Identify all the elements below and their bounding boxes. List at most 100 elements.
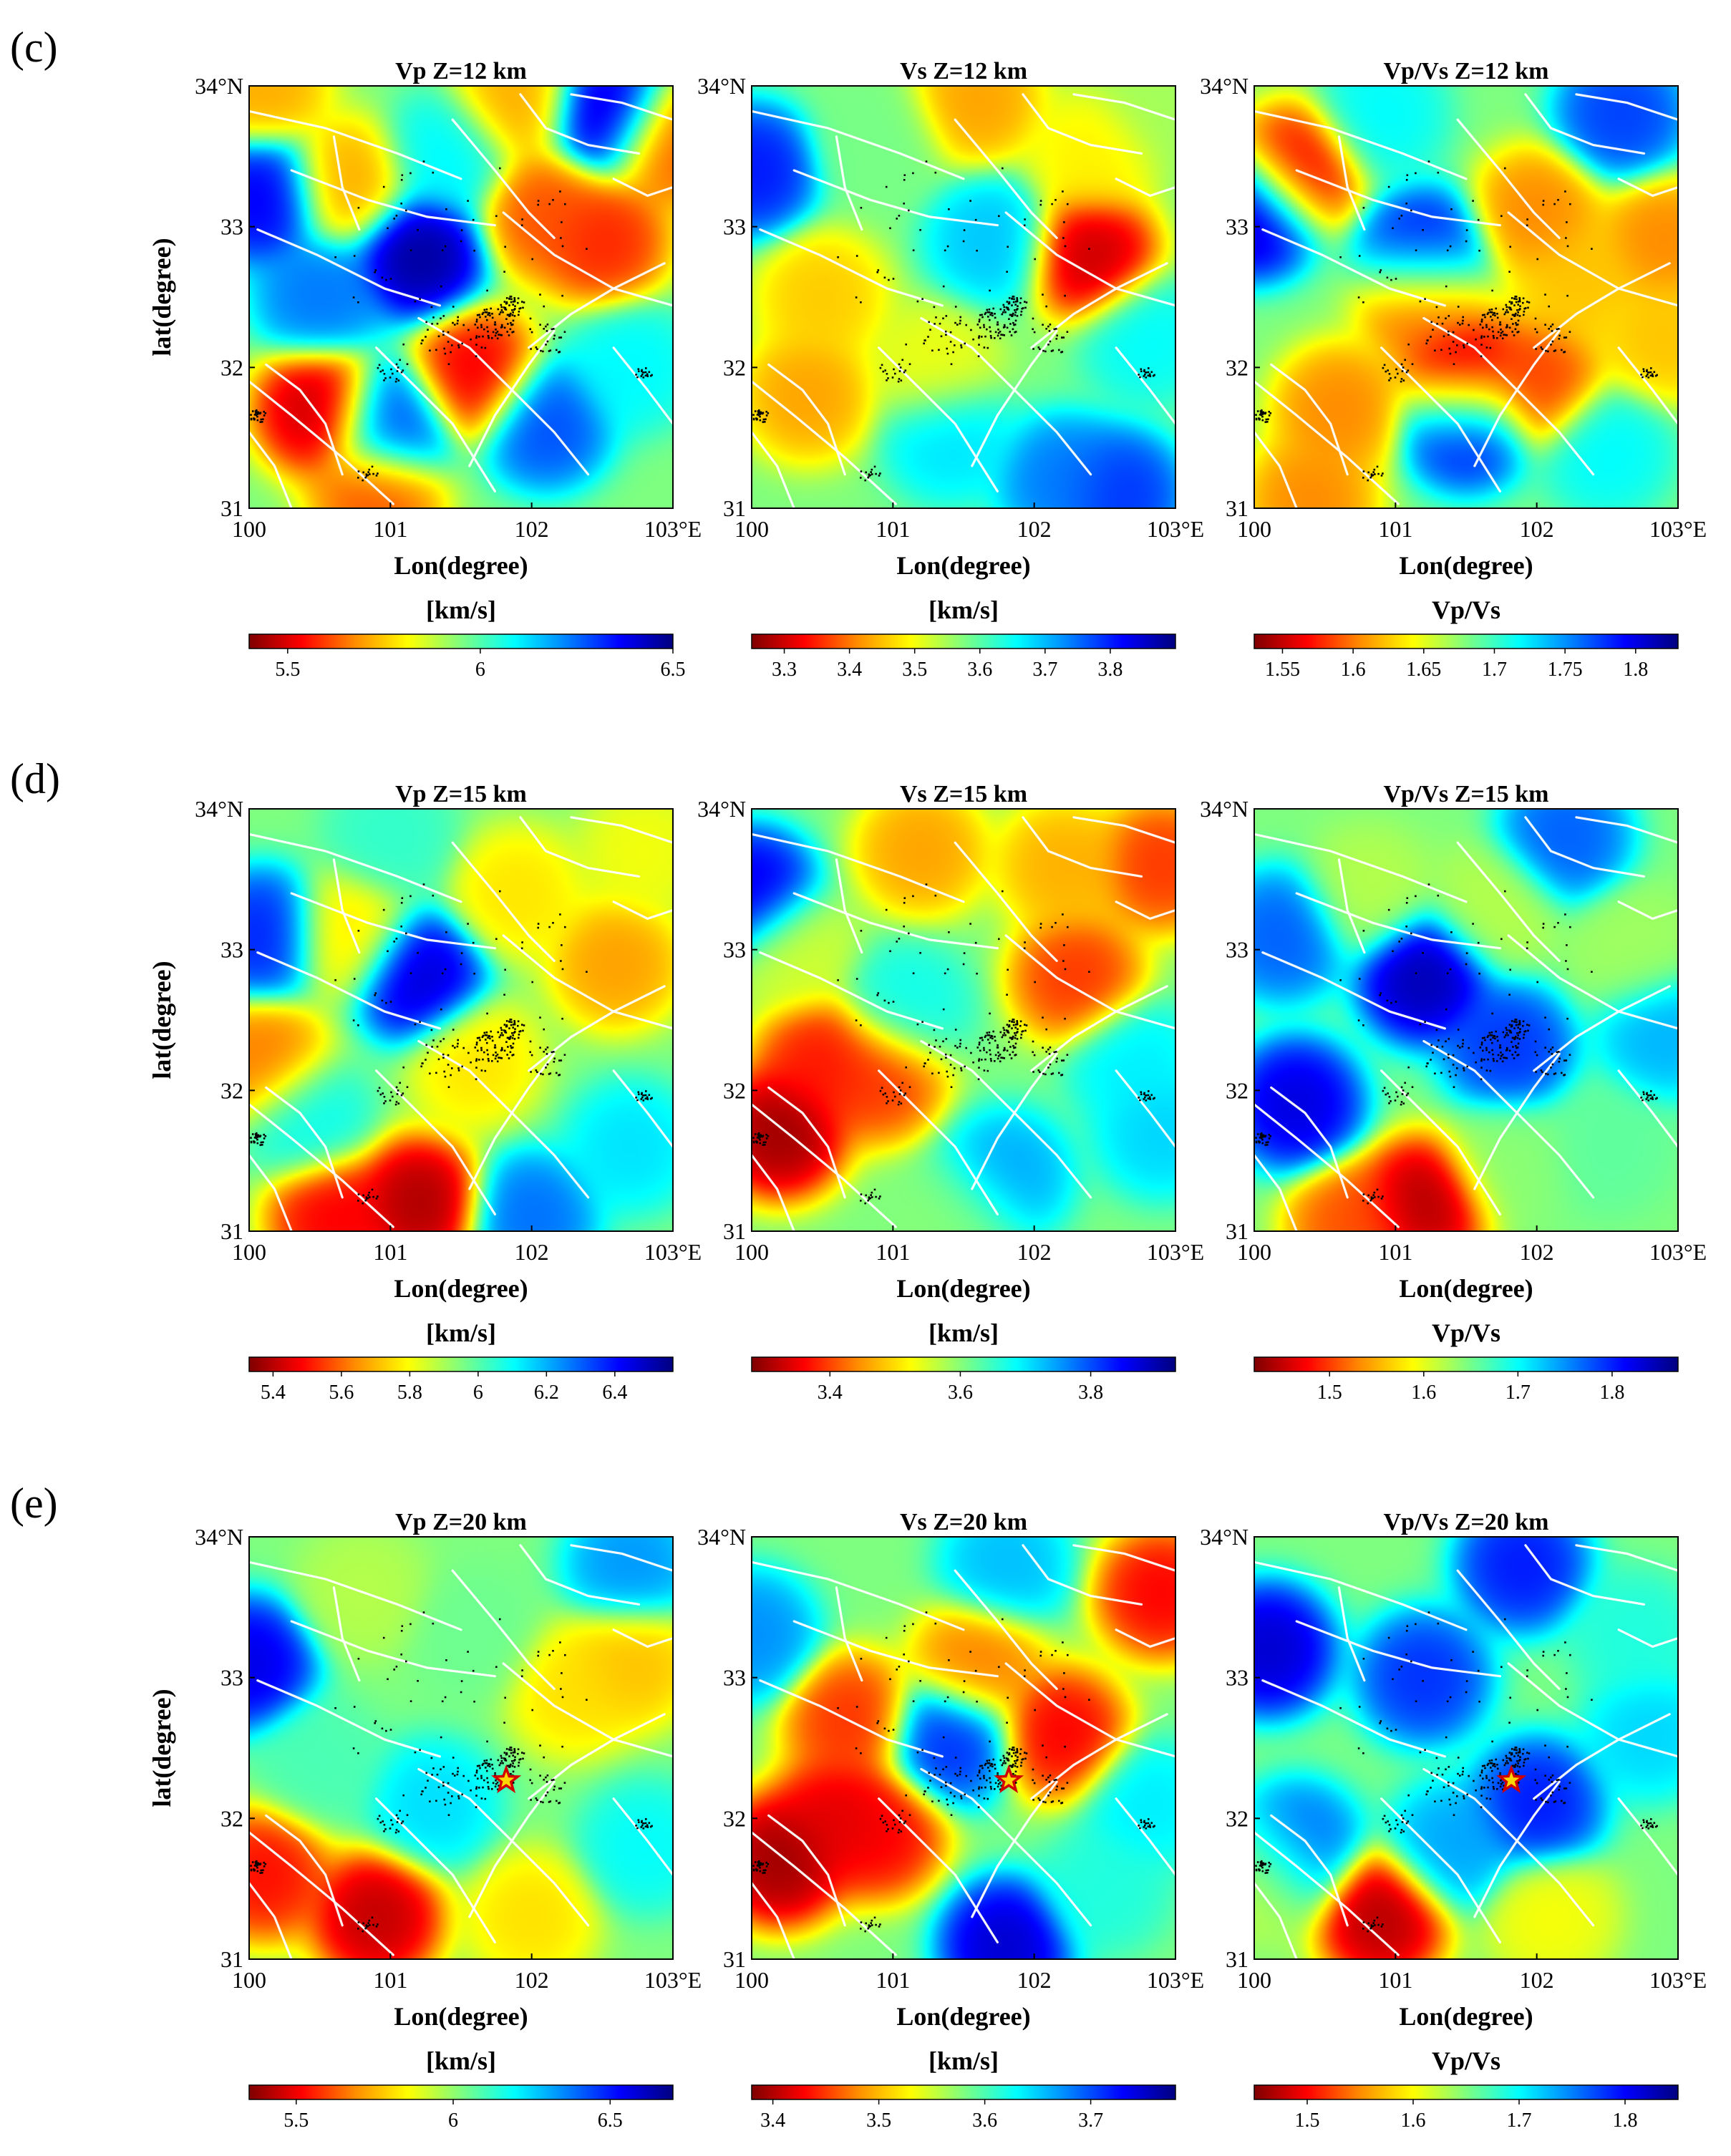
y-tick-label: 32 xyxy=(1226,354,1248,380)
event-dot xyxy=(889,227,891,230)
y-tick-label: 31 xyxy=(220,495,243,521)
event-dot xyxy=(395,1666,398,1668)
event-dot xyxy=(389,1001,392,1003)
event-dot xyxy=(499,334,502,336)
event-dot xyxy=(1032,348,1034,350)
fault-line xyxy=(332,858,361,954)
event-dot xyxy=(1042,1016,1044,1019)
event-dot xyxy=(1387,908,1390,911)
y-tick-label: 32 xyxy=(220,1077,243,1103)
event-dot xyxy=(549,349,552,351)
event-dot xyxy=(457,1069,460,1072)
event-dot xyxy=(1526,1752,1528,1754)
event-dot xyxy=(927,336,929,338)
event-dot xyxy=(1008,297,1011,299)
event-dot xyxy=(364,476,367,479)
event-dot xyxy=(1014,1047,1017,1049)
event-dot xyxy=(1566,1672,1568,1674)
event-dot xyxy=(1491,1041,1493,1044)
event-dot xyxy=(949,1054,952,1057)
event-dot xyxy=(367,1925,369,1928)
event-dot xyxy=(887,1828,889,1830)
event-dot xyxy=(997,332,1000,334)
event-dot xyxy=(1263,412,1265,414)
event-dot xyxy=(1508,306,1511,309)
event-dot xyxy=(1511,1752,1513,1754)
event-dot xyxy=(474,1047,477,1049)
fault-line xyxy=(519,1544,641,1606)
event-dot xyxy=(978,336,980,339)
event-dot xyxy=(1020,1036,1022,1039)
plot-frame xyxy=(1254,808,1679,1232)
event-dot xyxy=(432,316,435,319)
event-dot xyxy=(1558,1779,1560,1781)
event-dot xyxy=(451,1067,453,1069)
event-dot xyxy=(1566,294,1568,297)
event-dot xyxy=(1012,1772,1014,1775)
event-dot xyxy=(467,1779,470,1782)
event-dot xyxy=(475,1044,478,1046)
event-dot xyxy=(512,304,514,306)
event-dot xyxy=(452,306,455,308)
event-dot xyxy=(990,1059,992,1062)
event-dot xyxy=(970,1779,972,1782)
event-dot xyxy=(1032,317,1034,320)
event-dot xyxy=(1424,298,1426,300)
event-dot xyxy=(997,321,999,324)
event-dot xyxy=(1143,1820,1145,1822)
event-dot xyxy=(539,1016,541,1019)
event-dot xyxy=(1261,409,1263,412)
event-dot xyxy=(946,1803,949,1806)
panel-title: Vp/Vs Z=12 km xyxy=(1384,58,1549,84)
event-dot xyxy=(422,160,425,162)
event-dot xyxy=(460,229,463,231)
event-dot xyxy=(757,1865,760,1868)
event-dot xyxy=(1049,1063,1052,1066)
event-dot xyxy=(1510,309,1513,311)
event-dot xyxy=(864,1930,866,1933)
event-dot xyxy=(871,1919,873,1922)
event-dot xyxy=(1014,319,1017,322)
event-dot xyxy=(1148,1818,1150,1820)
fault-line xyxy=(1295,892,1501,950)
event-dot xyxy=(1505,1034,1507,1036)
fault-line xyxy=(1022,1544,1143,1606)
event-dot xyxy=(1465,1680,1468,1682)
event-dot xyxy=(1500,1666,1503,1669)
event-dot xyxy=(392,1823,394,1826)
event-dot xyxy=(1039,200,1042,202)
event-dot xyxy=(452,321,454,324)
event-dot xyxy=(1466,1065,1468,1068)
event-dot xyxy=(485,1762,488,1764)
event-dot xyxy=(952,1074,954,1077)
event-dot xyxy=(1010,1764,1013,1767)
event-dot xyxy=(989,1781,991,1784)
event-dot xyxy=(511,1760,513,1762)
event-dot xyxy=(940,1058,943,1061)
event-dot xyxy=(475,1769,478,1772)
x-tick-label: 103°E xyxy=(1147,516,1204,542)
event-dot xyxy=(505,1031,508,1034)
event-dot xyxy=(1010,334,1013,336)
event-dot xyxy=(514,1031,516,1033)
event-dot xyxy=(393,218,395,220)
event-dot xyxy=(981,1036,983,1039)
event-dot xyxy=(362,471,364,474)
event-dot xyxy=(1565,336,1568,339)
event-dot xyxy=(502,1034,504,1036)
event-dot xyxy=(357,1921,360,1923)
event-dot xyxy=(457,1767,459,1769)
event-dot xyxy=(994,316,997,319)
event-dot xyxy=(441,249,444,252)
event-dot xyxy=(549,1800,552,1802)
event-dot xyxy=(529,1040,532,1043)
event-dot xyxy=(1009,1036,1012,1039)
event-dot xyxy=(1449,352,1452,355)
event-dot xyxy=(357,470,360,472)
event-dot xyxy=(259,1872,262,1874)
event-dot xyxy=(563,1054,566,1056)
event-dot xyxy=(1450,931,1453,933)
event-dot xyxy=(1500,1779,1502,1782)
event-dot xyxy=(400,1654,402,1656)
event-dot xyxy=(498,1036,501,1039)
